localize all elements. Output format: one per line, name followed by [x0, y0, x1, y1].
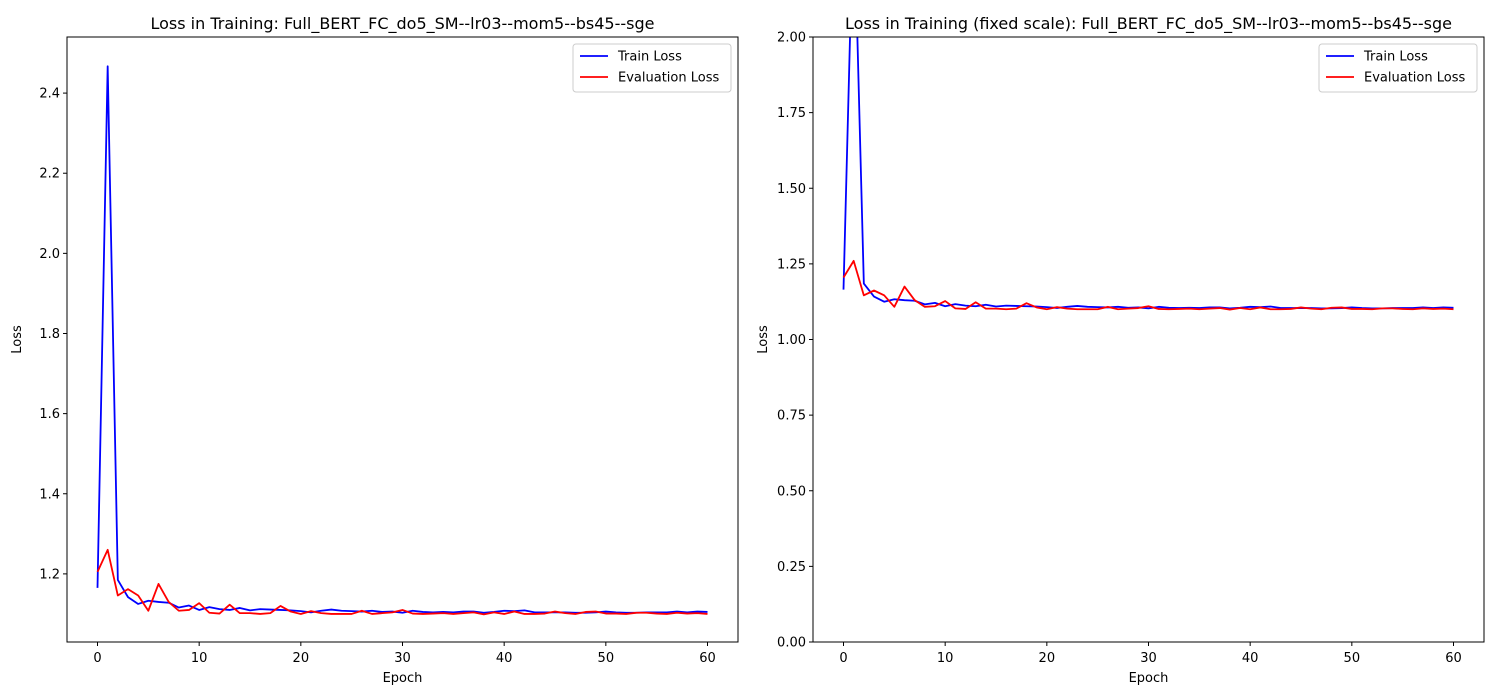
chart-title: Loss in Training: Full_BERT_FC_do5_SM--l…	[151, 14, 655, 34]
x-tick-label: 60	[1445, 651, 1462, 666]
legend-box	[572, 43, 732, 93]
legend-label: Evaluation Loss	[1364, 71, 1465, 86]
y-tick-label: 1.25	[777, 257, 806, 272]
series-line-train-loss	[842, 37, 1454, 310]
x-tick-label: 40	[1242, 651, 1259, 666]
x-tick-label: 10	[191, 651, 208, 666]
y-tick-label: 0.75	[777, 409, 806, 424]
y-tick-label: 1.50	[777, 182, 806, 197]
x-tick-label: 20	[1039, 651, 1056, 666]
y-tick-label: 0.00	[777, 636, 806, 651]
y-tick-label: 0.50	[777, 484, 806, 499]
y-tick-label: 1.2	[39, 567, 60, 582]
y-tick-label: 2.00	[777, 31, 806, 46]
x-tick-label: 50	[1344, 651, 1361, 666]
legend-label: Evaluation Loss	[618, 71, 719, 86]
axes-frame	[66, 36, 739, 643]
x-tick-label: 0	[839, 651, 847, 666]
legend-box	[1318, 43, 1478, 93]
y-tick-label: 1.00	[777, 333, 806, 348]
x-tick-label: 0	[93, 651, 101, 666]
legend: Train Loss Evaluation Loss	[1318, 43, 1478, 93]
y-tick-label: 2.0	[39, 247, 60, 262]
y-axis-label: Loss	[10, 325, 25, 354]
chart-panel-2: 0 10 20 30 40 50 60 0.00 0.25 0.50 0.75 1.00 1.25 1.5…	[756, 14, 1485, 686]
x-tick-label: 60	[699, 651, 716, 666]
chart-title: Loss in Training (fixed scale): Full_BER…	[845, 14, 1452, 34]
chart-panel-1: 0 10 20 30 40 50 60 1.2 1.4 1.6 1.8 2.0 2.2 2.4 Loss i…	[10, 14, 739, 686]
legend-label: Train Loss	[617, 50, 682, 65]
x-axis-label: Epoch	[383, 671, 423, 686]
y-tick-label: 1.8	[39, 327, 60, 342]
legend: Train Loss Evaluation Loss	[572, 43, 732, 93]
y-axis-label: Loss	[756, 325, 771, 354]
x-tick-label: 20	[293, 651, 310, 666]
series-line-evaluation-loss	[96, 548, 708, 616]
series-line-train-loss	[96, 65, 708, 614]
y-tick-label: 1.6	[39, 407, 60, 422]
y-tick-label: 2.4	[39, 87, 60, 102]
x-tick-label: 10	[937, 651, 954, 666]
y-tick-label: 2.2	[39, 167, 60, 182]
x-tick-label: 30	[1140, 651, 1157, 666]
legend-label: Train Loss	[1363, 50, 1428, 65]
y-tick-label: 0.25	[777, 560, 806, 575]
series-line-evaluation-loss	[842, 259, 1454, 311]
y-tick-label: 1.4	[39, 487, 60, 502]
y-tick-label: 1.75	[777, 106, 806, 121]
x-tick-label: 40	[496, 651, 513, 666]
x-tick-label: 30	[394, 651, 411, 666]
x-axis-label: Epoch	[1129, 671, 1169, 686]
axes-frame	[812, 36, 1485, 643]
x-tick-label: 50	[598, 651, 615, 666]
